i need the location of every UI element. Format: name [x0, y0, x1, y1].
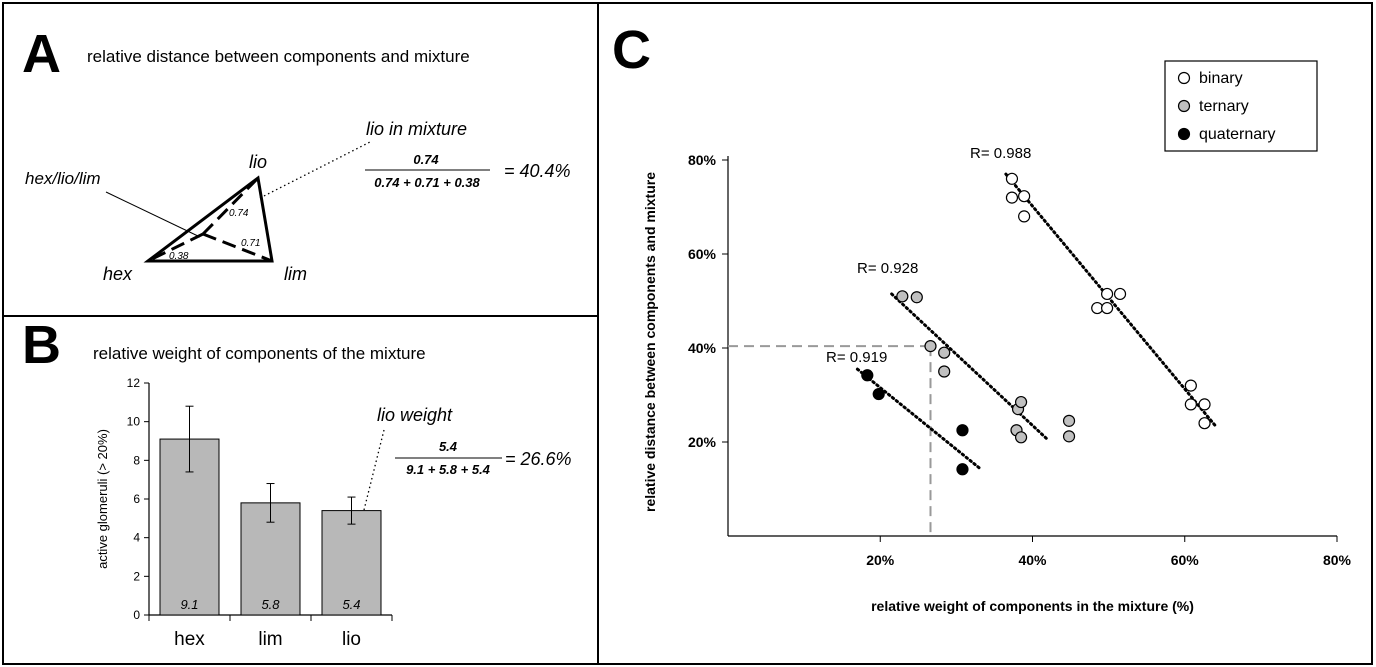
bar-value-label: 5.4: [342, 597, 360, 612]
lio-in-mixture-callout: lio in mixture: [366, 119, 467, 139]
vertex-lio: lio: [249, 152, 267, 172]
weight-formula: 5.4 9.1 + 5.8 + 5.4 = 26.6%: [395, 439, 572, 477]
point-binary: [1005, 172, 1019, 185]
point-quaternary: [956, 424, 969, 437]
vertex-hex: hex: [103, 264, 133, 284]
point-binary: [1184, 379, 1197, 392]
point-ternary: [938, 365, 951, 378]
point-binary: [1198, 398, 1211, 411]
panel-c: C 20% 40% 60% 80% 20% 40% 60% 80% relative weigh…: [612, 20, 1352, 614]
point-binary: [1198, 417, 1211, 430]
formula-a-result: = 40.4%: [504, 161, 571, 181]
legend-label-ternary: ternary: [1199, 98, 1249, 115]
point-binary: [1101, 287, 1114, 301]
bar-y-tick-label: 0: [133, 608, 140, 622]
r-label-ternary: R= 0.928: [857, 260, 918, 277]
scatter-y-tick-label: 40%: [688, 340, 717, 356]
legend-marker-ternary: [1177, 99, 1191, 113]
scatter-x-tick-label: 20%: [866, 552, 895, 568]
bar-y-tick-label: 2: [133, 569, 140, 583]
legend-box: [1164, 60, 1318, 152]
legend: binary ternary quaternary: [1164, 60, 1318, 152]
scatter-chart: 20% 40% 60% 80% 20% 40% 60% 80% relative weight …: [642, 145, 1352, 614]
point-binary: [1018, 190, 1031, 203]
point-quaternary: [956, 463, 969, 476]
lio-weight-callout-dotted: [363, 429, 385, 511]
point-ternary: [1062, 414, 1076, 427]
bar-value-label: 5.8: [261, 597, 280, 612]
formula-b-denominator: 9.1 + 5.8 + 5.4: [406, 462, 491, 477]
legend-label-quaternary: quaternary: [1199, 126, 1276, 143]
point-ternary: [896, 290, 909, 303]
trendline-quaternary: [855, 367, 981, 470]
panel-a: A relative distance between components a…: [22, 24, 571, 284]
bar-y-axis-label: active glomeruli (> 20%): [95, 429, 110, 569]
distance-formula: 0.74 0.74 + 0.71 + 0.38 = 40.4%: [365, 152, 571, 190]
point-binary: [1005, 191, 1019, 204]
bar-category-label: lio: [342, 629, 361, 650]
formula-b-result: = 26.6%: [505, 449, 572, 469]
formula-a-numerator: 0.74: [413, 152, 439, 167]
scatter-y-tick-label: 80%: [688, 152, 717, 168]
point-ternary: [910, 291, 923, 304]
point-quaternary: [872, 387, 885, 401]
point-binary: [1184, 398, 1197, 411]
point-quaternary: [861, 369, 874, 382]
trendline-binary: [1004, 172, 1217, 428]
triangle-outline: [143, 175, 274, 263]
point-binary: [1113, 287, 1127, 301]
scatter-x-axis-label: relative weight of components in the mix…: [871, 598, 1194, 614]
bar-y-tick-label: 10: [127, 415, 141, 429]
bar-y-tick-label: 8: [133, 453, 140, 467]
bar-y-tick-label: 6: [133, 492, 140, 506]
bar-value-label: 9.1: [180, 597, 198, 612]
panel-a-letter: A: [22, 24, 61, 84]
point-ternary: [1014, 431, 1028, 444]
point-ternary: [1062, 430, 1076, 443]
formula-b-numerator: 5.4: [439, 439, 458, 454]
bar-y-tick-label: 12: [127, 376, 141, 390]
scatter-y-axis-label: relative distance between components and…: [642, 172, 658, 512]
scatter-x-tick-label: 80%: [1323, 552, 1352, 568]
formula-a-denominator: 0.74 + 0.71 + 0.38: [374, 175, 480, 190]
point-binary: [1018, 210, 1031, 223]
scatter-x-tick-label: 40%: [1018, 552, 1047, 568]
legend-marker-quaternary: [1177, 127, 1191, 141]
panel-b-title: relative weight of components of the mix…: [93, 344, 426, 363]
mixture-pointer: [105, 191, 201, 238]
distance-lim: 0.71: [241, 238, 260, 249]
point-binary: [1101, 301, 1114, 315]
panel-c-letter: C: [612, 20, 651, 80]
distance-hex: 0.38: [169, 251, 189, 262]
dash-mix-to-lim: [202, 232, 273, 263]
triangle-diagram: lio hex lim 0.74 0.71 0.38 hex/lio/lim l…: [25, 119, 467, 284]
r-label-binary: R= 0.988: [970, 145, 1031, 162]
dash-mix-to-hex: [147, 232, 204, 263]
point-ternary: [1014, 395, 1028, 409]
distance-lio: 0.74: [229, 208, 249, 219]
bar-chart: 0 2 4 6 8 10 12 active glomeruli (> 20%) 9.1 hex 5…: [95, 376, 393, 650]
panel-a-title: relative distance between components and…: [87, 47, 470, 66]
legend-label-binary: binary: [1199, 70, 1243, 87]
point-ternary: [924, 340, 937, 353]
panel-b-letter: B: [22, 315, 61, 375]
vertex-lim: lim: [284, 264, 307, 284]
mixture-label: hex/lio/lim: [25, 169, 101, 188]
scatter-x-tick-label: 60%: [1171, 552, 1200, 568]
lio-weight-callout: lio weight: [377, 405, 453, 425]
bar-y-tick-label: 4: [133, 531, 140, 545]
bar-category-label: lim: [258, 629, 282, 650]
trendline-ternary: [890, 292, 1050, 442]
r-label-quaternary: R= 0.919: [826, 349, 887, 366]
bar-category-label: hex: [174, 629, 205, 650]
panel-b: B relative weight of components of the m…: [22, 315, 572, 650]
dash-mix-to-lio: [201, 176, 260, 236]
lio-callout-dotted: [259, 141, 371, 199]
point-ternary: [938, 346, 951, 359]
scatter-y-tick-label: 60%: [688, 246, 717, 262]
scatter-y-tick-label: 20%: [688, 434, 717, 450]
legend-marker-binary: [1177, 71, 1191, 85]
